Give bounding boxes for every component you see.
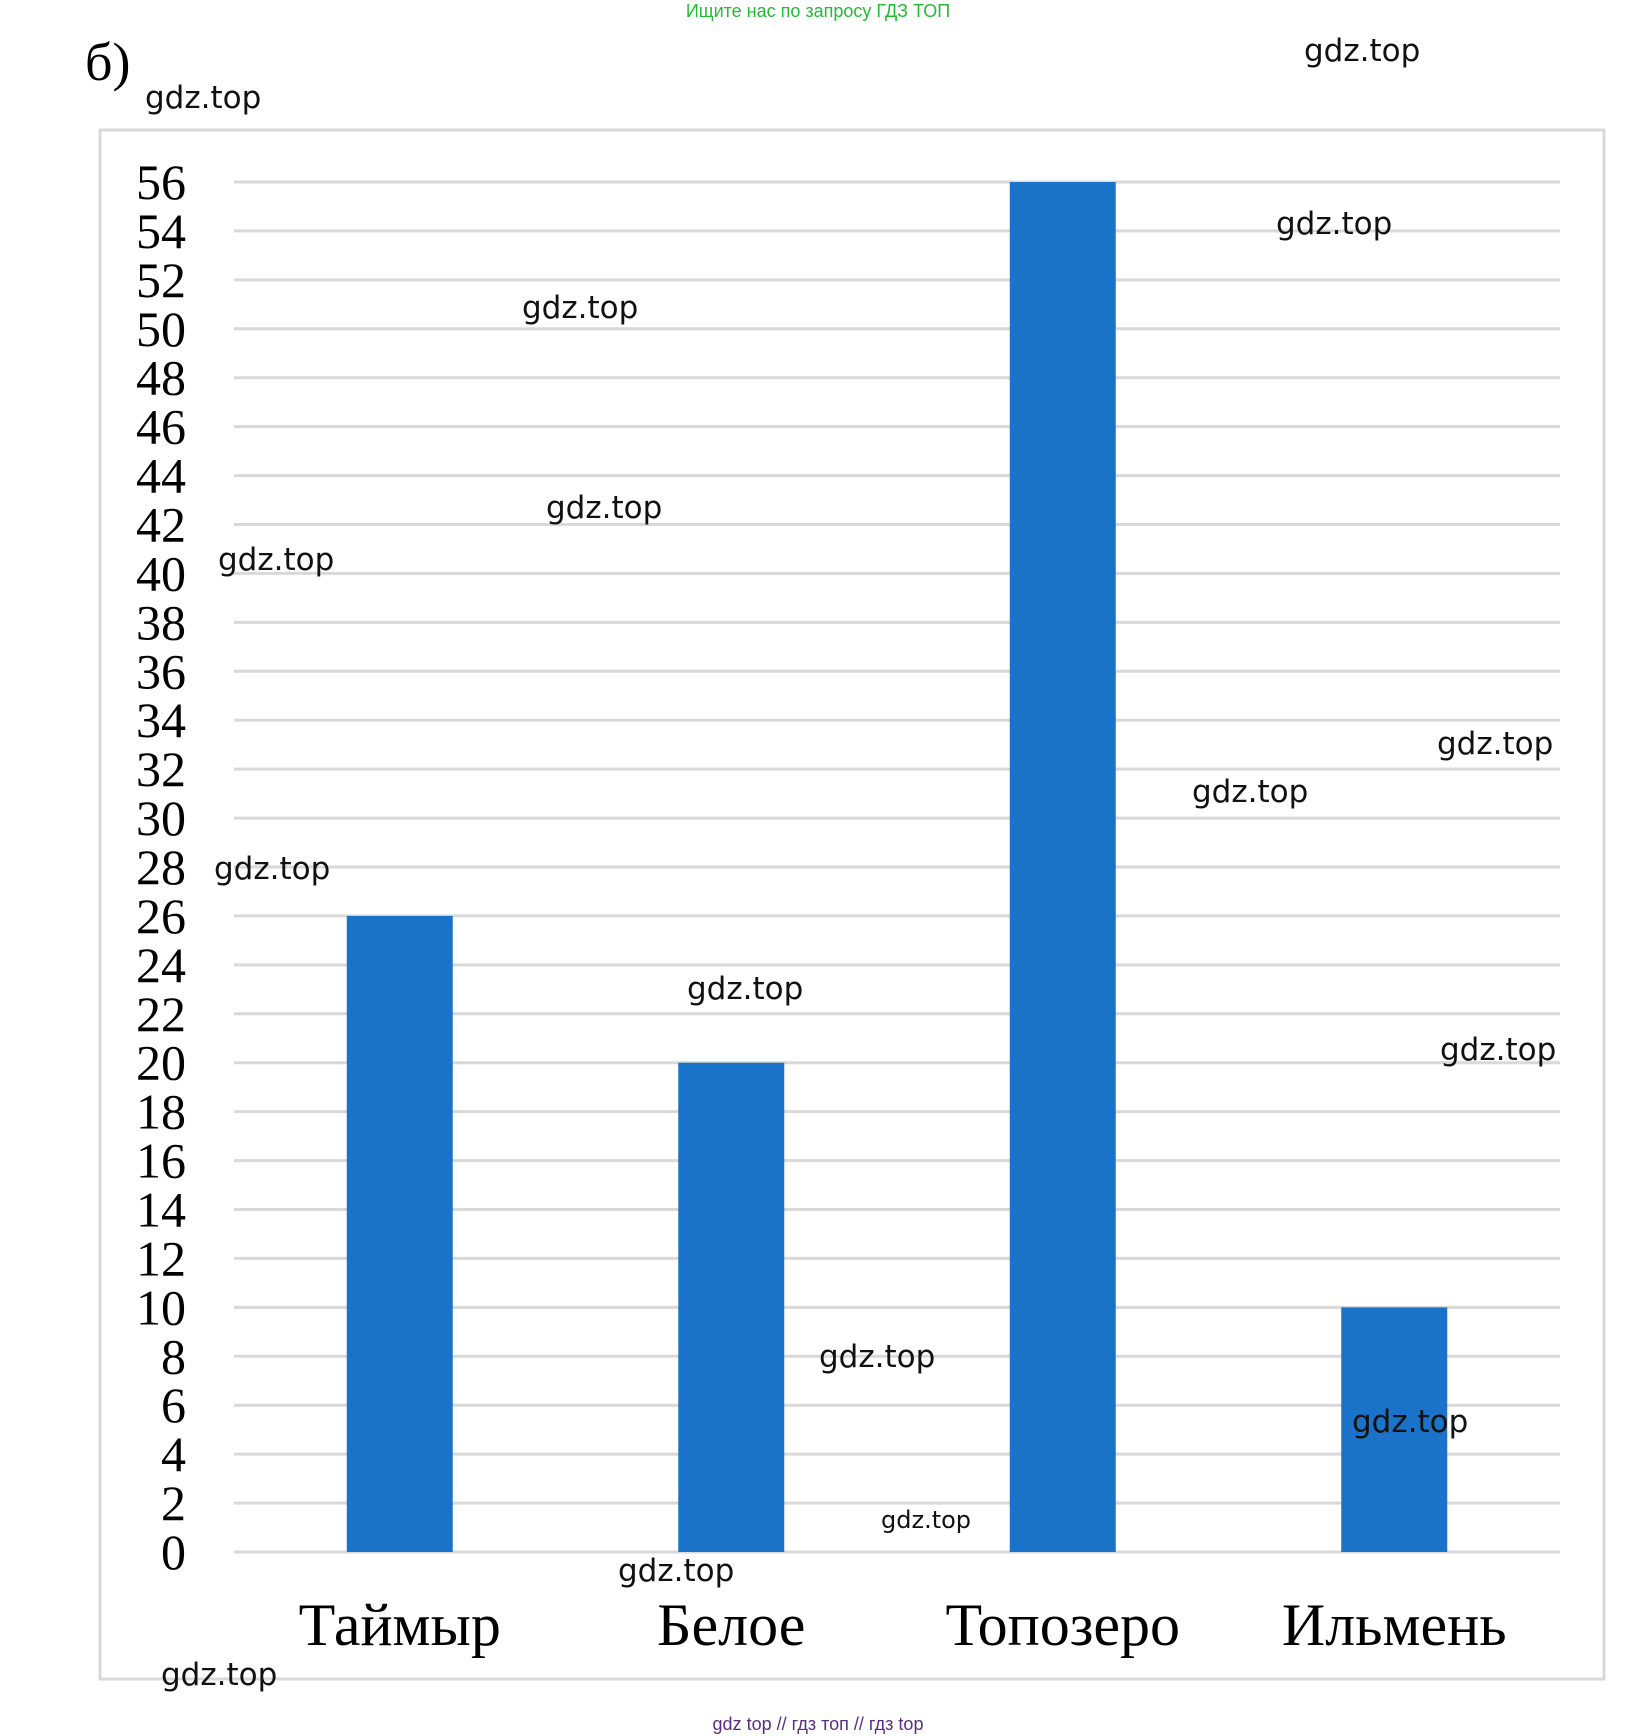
y-tick-label: 10	[136, 1279, 186, 1335]
y-tick-label: 14	[136, 1182, 186, 1238]
y-tick-label: 38	[136, 594, 186, 650]
y-tick-label: 48	[136, 350, 186, 406]
y-tick-label: 42	[136, 497, 186, 553]
y-tick-label: 32	[136, 741, 186, 797]
y-tick-label: 46	[136, 399, 186, 455]
watermark: gdz.top	[881, 1506, 971, 1534]
y-tick-label: 36	[136, 643, 186, 699]
bar	[1341, 1307, 1448, 1552]
bar	[1009, 182, 1116, 1552]
y-tick-label: 50	[136, 301, 186, 357]
x-category-label: Белое	[657, 1592, 805, 1658]
watermark: gdz.top	[1304, 33, 1420, 69]
footer-watermark: gdz top // гдз топ // гдз top	[713, 1714, 924, 1734]
y-tick-label: 2	[161, 1475, 186, 1531]
y-tick-label: 54	[136, 203, 186, 259]
header-watermark: Ищите нас по запросу ГДЗ ТОП	[686, 1, 950, 21]
y-tick-label: 18	[136, 1084, 186, 1140]
y-tick-label: 56	[136, 154, 186, 210]
y-tick-label: 6	[161, 1377, 186, 1433]
watermark: gdz.top	[687, 971, 803, 1007]
y-tick-label: 28	[136, 839, 186, 895]
y-tick-label: 4	[161, 1426, 186, 1482]
y-tick-label: 16	[136, 1133, 186, 1189]
watermark: gdz.top	[1440, 1032, 1556, 1068]
gridlines	[234, 180, 1560, 1554]
watermark: gdz.top	[214, 851, 330, 887]
y-tick-label: 52	[136, 252, 186, 308]
watermark: gdz.top	[145, 80, 261, 116]
bars	[346, 182, 1448, 1552]
y-tick-label: 34	[136, 692, 186, 748]
watermark: gdz.top	[218, 542, 334, 578]
bar	[678, 1062, 785, 1552]
y-axis-ticks: 0246810121416182022242628303234363840424…	[136, 154, 186, 1580]
watermark: gdz.top	[1276, 206, 1392, 242]
y-tick-label: 24	[136, 937, 186, 993]
chart-frame	[98, 128, 1606, 1681]
watermark: gdz.top	[161, 1657, 277, 1693]
watermark: gdz.top	[1192, 774, 1308, 810]
watermarks: gdz.top gdz.top gdz.top gdz.top gdz.top …	[145, 33, 1556, 1693]
y-tick-label: 12	[136, 1230, 186, 1286]
y-tick-label: 22	[136, 986, 186, 1042]
watermark: gdz.top	[522, 290, 638, 326]
y-tick-label: 8	[161, 1328, 186, 1384]
watermark: gdz.top	[1352, 1404, 1468, 1440]
y-tick-label: 40	[136, 545, 186, 601]
watermark: gdz.top	[618, 1553, 734, 1589]
y-tick-label: 20	[136, 1035, 186, 1091]
y-tick-label: 0	[161, 1524, 186, 1580]
x-category-label: Топозеро	[945, 1592, 1180, 1658]
watermark: gdz.top	[546, 490, 662, 526]
x-category-label: Таймыр	[299, 1592, 501, 1658]
y-tick-label: 44	[136, 448, 186, 504]
y-tick-label: 30	[136, 790, 186, 846]
x-category-label: Ильмень	[1282, 1592, 1507, 1658]
y-tick-label: 26	[136, 888, 186, 944]
x-axis-labels: Таймыр Белое Топозеро Ильмень	[299, 1592, 1507, 1658]
watermark: gdz.top	[1437, 726, 1553, 762]
watermark: gdz.top	[819, 1339, 935, 1375]
panel-label: б)	[85, 32, 130, 92]
bar	[346, 915, 453, 1552]
